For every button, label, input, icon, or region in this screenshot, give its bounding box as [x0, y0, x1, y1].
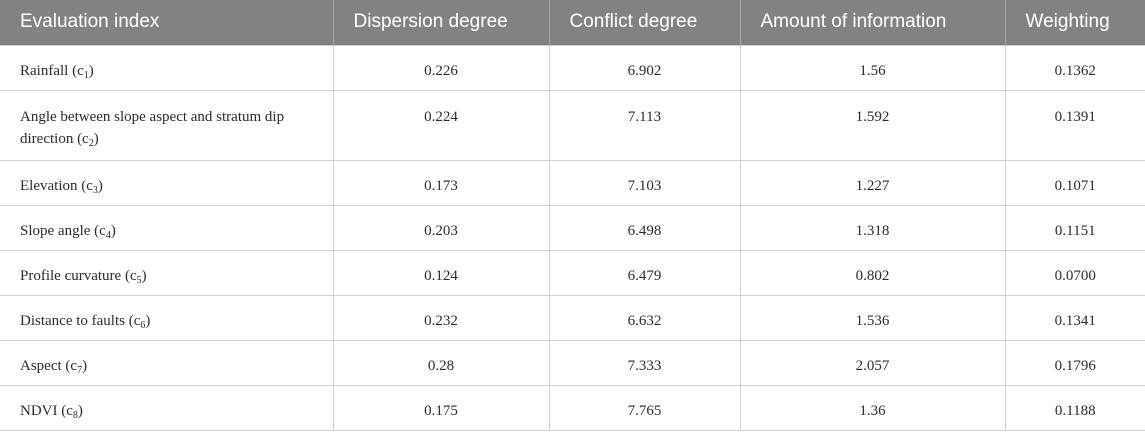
- value-cell: 1.592: [739, 89, 1006, 161]
- column-header: Evaluation index: [0, 0, 334, 45]
- index-cell: Angle between slope aspect and stratum d…: [0, 89, 334, 161]
- table-row: Angle between slope aspect and stratum d…: [0, 89, 1145, 161]
- index-name: Distance to faults (c: [20, 312, 141, 329]
- value-cell: 0.175: [332, 384, 550, 431]
- index-close: ): [93, 130, 99, 147]
- value-cell: 0.224: [332, 89, 550, 161]
- value-cell: 7.765: [548, 384, 741, 431]
- value-cell: 1.56: [739, 44, 1006, 91]
- index-name: Aspect (c: [20, 357, 78, 374]
- value-cell: 0.802: [739, 249, 1006, 296]
- index-subscript: 4: [105, 229, 111, 241]
- index-cell: Aspect (c7): [0, 339, 334, 386]
- column-header: Conflict degree: [549, 0, 741, 45]
- index-name: Rainfall (c: [20, 62, 84, 79]
- index-close: ): [88, 62, 94, 79]
- index-name: NDVI (c: [20, 402, 73, 419]
- value-cell: 0.1391: [1004, 89, 1145, 161]
- column-header: Dispersion degree: [333, 0, 550, 45]
- table-row: Profile curvature (c5) 0.124 6.479 0.802 0.0…: [0, 249, 1145, 296]
- value-cell: 0.1362: [1004, 44, 1145, 91]
- value-cell: 0.232: [332, 294, 550, 341]
- value-cell: 0.1796: [1004, 339, 1145, 386]
- value-cell: 0.1341: [1004, 294, 1145, 341]
- value-cell: 1.36: [739, 384, 1006, 431]
- index-cell: Distance to faults (c6): [0, 294, 334, 341]
- index-close: ): [141, 267, 147, 284]
- value-cell: 6.498: [548, 204, 741, 251]
- value-cell: 0.28: [332, 339, 550, 386]
- value-cell: 0.173: [332, 159, 550, 206]
- index-name: Angle between slope aspect and stratum d…: [20, 108, 285, 147]
- value-cell: 7.113: [548, 89, 741, 161]
- index-close: ): [110, 222, 116, 239]
- value-cell: 1.318: [739, 204, 1006, 251]
- index-cell: NDVI (c8): [0, 384, 334, 431]
- index-close: ): [145, 312, 151, 329]
- value-cell: 0.1188: [1004, 384, 1145, 431]
- column-header: Weighting: [1005, 0, 1145, 45]
- value-cell: 0.226: [332, 44, 550, 91]
- column-header: Amount of information: [740, 0, 1006, 45]
- index-subscript: 1: [83, 69, 89, 81]
- table-body: Rainfall (c1) 0.226 6.902 1.56 0.1362 Angle b…: [0, 44, 1145, 431]
- table-row: Rainfall (c1) 0.226 6.902 1.56 0.1362: [0, 44, 1145, 91]
- value-cell: 1.227: [739, 159, 1006, 206]
- value-cell: 7.333: [548, 339, 741, 386]
- value-cell: 2.057: [739, 339, 1006, 386]
- index-name: Profile curvature (c: [20, 267, 137, 284]
- value-cell: 6.479: [548, 249, 741, 296]
- index-cell: Elevation (c3): [0, 159, 334, 206]
- table-row: Elevation (c3) 0.173 7.103 1.227 0.1071: [0, 159, 1145, 206]
- index-close: ): [77, 402, 83, 419]
- index-name: Slope angle (c: [20, 222, 106, 239]
- index-subscript: 5: [136, 274, 142, 286]
- value-cell: 0.124: [332, 249, 550, 296]
- value-cell: 0.1071: [1004, 159, 1145, 206]
- index-subscript: 2: [88, 137, 94, 149]
- header-row: Evaluation index Dispersion degree Conflic…: [0, 0, 1145, 45]
- table-row: Slope angle (c4) 0.203 6.498 1.318 0.1151: [0, 204, 1145, 251]
- value-cell: 1.536: [739, 294, 1006, 341]
- index-close: ): [97, 177, 103, 194]
- index-cell: Slope angle (c4): [0, 204, 334, 251]
- value-cell: 0.0700: [1004, 249, 1145, 296]
- value-cell: 7.103: [548, 159, 741, 206]
- index-cell: Profile curvature (c5): [0, 249, 334, 296]
- table-head: Evaluation index Dispersion degree Conflic…: [0, 0, 1145, 45]
- index-subscript: 8: [72, 409, 78, 421]
- index-close: ): [82, 357, 88, 374]
- index-cell: Rainfall (c1): [0, 44, 334, 91]
- value-cell: 0.1151: [1004, 204, 1145, 251]
- index-subscript: 7: [77, 364, 83, 376]
- table-row: Distance to faults (c6) 0.232 6.632 1.536 0.…: [0, 294, 1145, 341]
- value-cell: 0.203: [332, 204, 550, 251]
- value-cell: 6.632: [548, 294, 741, 341]
- table-row: Aspect (c7) 0.28 7.333 2.057 0.1796: [0, 339, 1145, 386]
- value-cell: 6.902: [548, 44, 741, 91]
- table-row: NDVI (c8) 0.175 7.765 1.36 0.1188: [0, 384, 1145, 431]
- index-subscript: 6: [140, 319, 146, 331]
- index-name: Elevation (c: [20, 177, 93, 194]
- index-subscript: 3: [92, 184, 98, 196]
